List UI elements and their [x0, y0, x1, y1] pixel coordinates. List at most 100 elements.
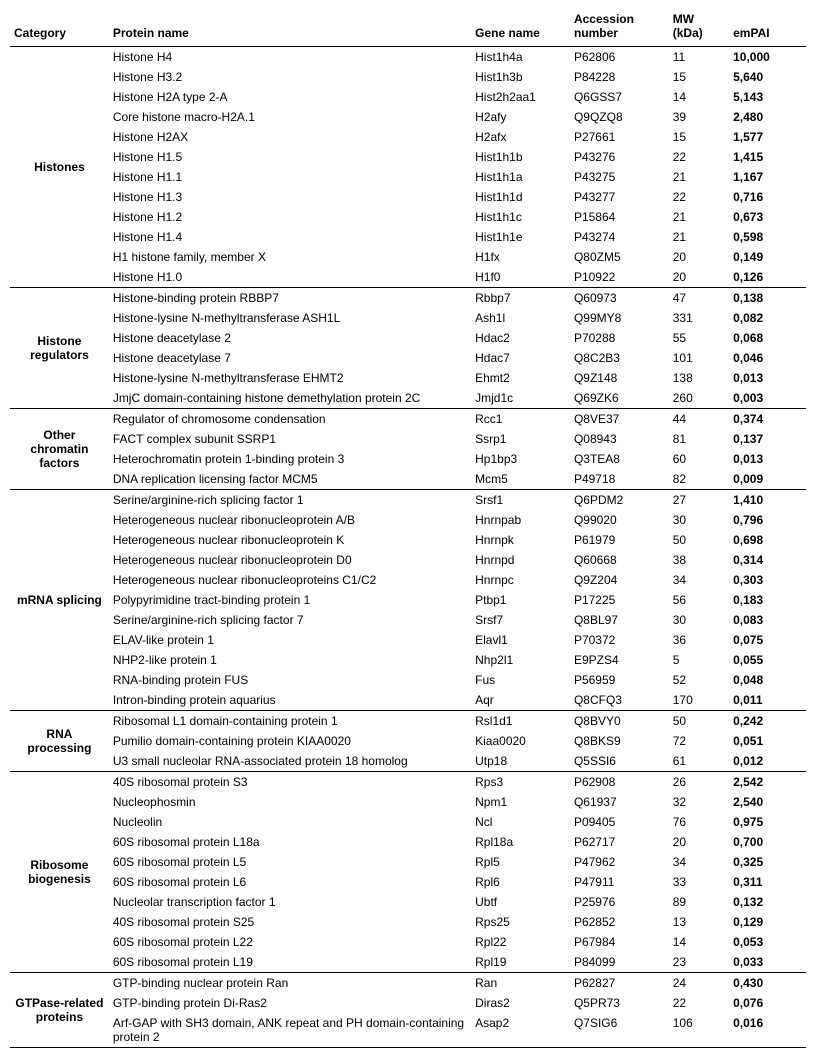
protein-cell: DNA replication licensing factor MCM5 — [109, 469, 471, 490]
empai-cell: 0,138 — [729, 288, 806, 309]
mw-cell: 21 — [669, 227, 729, 247]
gene-cell: Rps25 — [471, 912, 570, 932]
accession-cell: Q7SIG6 — [570, 1013, 669, 1048]
mw-cell: 21 — [669, 207, 729, 227]
empai-cell: 0,700 — [729, 832, 806, 852]
protein-cell: 60S ribosomal protein L18a — [109, 832, 471, 852]
empai-cell: 0,082 — [729, 308, 806, 328]
table-row: Histone-lysine N-methyltransferase ASH1L… — [10, 308, 806, 328]
gene-cell: Rpl22 — [471, 932, 570, 952]
protein-cell: Histone H1.1 — [109, 167, 471, 187]
accession-cell: P43275 — [570, 167, 669, 187]
gene-cell: Rps3 — [471, 772, 570, 793]
mw-cell: 81 — [669, 429, 729, 449]
table-row: DNA replication licensing factor MCM5Mcm… — [10, 469, 806, 490]
empai-cell: 0,083 — [729, 610, 806, 630]
empai-cell: 0,013 — [729, 449, 806, 469]
table-row: mRNA splicingSerine/arginine-rich splici… — [10, 490, 806, 511]
protein-cell: 60S ribosomal protein L22 — [109, 932, 471, 952]
header-gene: Gene name — [471, 8, 570, 47]
gene-cell: Hist1h4a — [471, 47, 570, 68]
protein-cell: Histone H1.3 — [109, 187, 471, 207]
table-row: Histone H1.3Hist1h1dP43277220,716 — [10, 187, 806, 207]
accession-cell: Q9Z204 — [570, 570, 669, 590]
gene-cell: H2afx — [471, 127, 570, 147]
table-row: Ribosome biogenesis40S ribosomal protein… — [10, 772, 806, 793]
empai-cell: 0,129 — [729, 912, 806, 932]
empai-cell: 0,132 — [729, 892, 806, 912]
mw-cell: 76 — [669, 812, 729, 832]
table-row: 60S ribosomal protein L6Rpl6P47911330,31… — [10, 872, 806, 892]
mw-cell: 36 — [669, 630, 729, 650]
empai-cell: 0,011 — [729, 690, 806, 711]
gene-cell: Ash1l — [471, 308, 570, 328]
empai-cell: 0,137 — [729, 429, 806, 449]
header-accession: Accession number — [570, 8, 669, 47]
protein-cell: Nucleolin — [109, 812, 471, 832]
mw-cell: 50 — [669, 711, 729, 732]
accession-cell: Q8BVY0 — [570, 711, 669, 732]
empai-cell: 0,598 — [729, 227, 806, 247]
empai-cell: 0,075 — [729, 630, 806, 650]
accession-cell: Q99020 — [570, 510, 669, 530]
table-row: Heterogeneous nuclear ribonucleoprotein … — [10, 510, 806, 530]
category-cell: Ribosome biogenesis — [10, 772, 109, 973]
mw-cell: 14 — [669, 932, 729, 952]
table-row: HistonesHistone H4Hist1h4aP628061110,000 — [10, 47, 806, 68]
protein-cell: Histone H2AX — [109, 127, 471, 147]
gene-cell: Rbbp7 — [471, 288, 570, 309]
protein-cell: Heterogeneous nuclear ribonucleoprotein … — [109, 510, 471, 530]
table-row: Histone H1.4Hist1h1eP43274210,598 — [10, 227, 806, 247]
header-empai: emPAI — [729, 8, 806, 47]
accession-cell: Q08943 — [570, 429, 669, 449]
empai-cell: 5,640 — [729, 67, 806, 87]
accession-cell: Q5PR73 — [570, 993, 669, 1013]
accession-cell: P15864 — [570, 207, 669, 227]
empai-cell: 0,068 — [729, 328, 806, 348]
table-row: Histone H2AXH2afxP27661151,577 — [10, 127, 806, 147]
category-cell: RNA processing — [10, 711, 109, 772]
mw-cell: 55 — [669, 328, 729, 348]
accession-cell: P62806 — [570, 47, 669, 68]
accession-cell: P17225 — [570, 590, 669, 610]
gene-cell: Diras2 — [471, 993, 570, 1013]
protein-cell: GTP-binding nuclear protein Ran — [109, 973, 471, 994]
table-row: Arf-GAP with SH3 domain, ANK repeat and … — [10, 1013, 806, 1048]
empai-cell: 0,076 — [729, 993, 806, 1013]
protein-cell: 40S ribosomal protein S25 — [109, 912, 471, 932]
accession-cell: Q9Z148 — [570, 368, 669, 388]
table-row: Other chromatin factorsRegulator of chro… — [10, 409, 806, 430]
mw-cell: 72 — [669, 731, 729, 751]
accession-cell: Q8CFQ3 — [570, 690, 669, 711]
gene-cell: Ubtf — [471, 892, 570, 912]
category-cell: mRNA splicing — [10, 490, 109, 711]
empai-cell: 10,000 — [729, 47, 806, 68]
table-row: NucleophosminNpm1Q61937322,540 — [10, 792, 806, 812]
accession-cell: Q8C2B3 — [570, 348, 669, 368]
gene-cell: Jmjd1c — [471, 388, 570, 409]
empai-cell: 0,012 — [729, 751, 806, 772]
protein-cell: NHP2-like protein 1 — [109, 650, 471, 670]
mw-cell: 30 — [669, 510, 729, 530]
accession-cell: P61979 — [570, 530, 669, 550]
empai-cell: 0,003 — [729, 388, 806, 409]
accession-cell: P47962 — [570, 852, 669, 872]
protein-cell: Histone deacetylase 7 — [109, 348, 471, 368]
mw-cell: 20 — [669, 267, 729, 288]
mw-cell: 106 — [669, 1013, 729, 1048]
gene-cell: Rpl6 — [471, 872, 570, 892]
category-cell: GTPase-related proteins — [10, 973, 109, 1048]
table-row: Histone regulatorsHistone-binding protei… — [10, 288, 806, 309]
table-row: FACT complex subunit SSRP1Ssrp1Q08943810… — [10, 429, 806, 449]
empai-cell: 0,149 — [729, 247, 806, 267]
accession-cell: P62717 — [570, 832, 669, 852]
mw-cell: 89 — [669, 892, 729, 912]
empai-cell: 0,033 — [729, 952, 806, 973]
table-row: Pumilio domain-containing protein KIAA00… — [10, 731, 806, 751]
category-cell: Other chromatin factors — [10, 409, 109, 490]
table-row: Heterogeneous nuclear ribonucleoprotein … — [10, 530, 806, 550]
table-row: 60S ribosomal protein L5Rpl5P47962340,32… — [10, 852, 806, 872]
table-row: Nucleolar transcription factor 1UbtfP259… — [10, 892, 806, 912]
table-row: Histone deacetylase 7Hdac7Q8C2B31010,046 — [10, 348, 806, 368]
mw-cell: 60 — [669, 449, 729, 469]
